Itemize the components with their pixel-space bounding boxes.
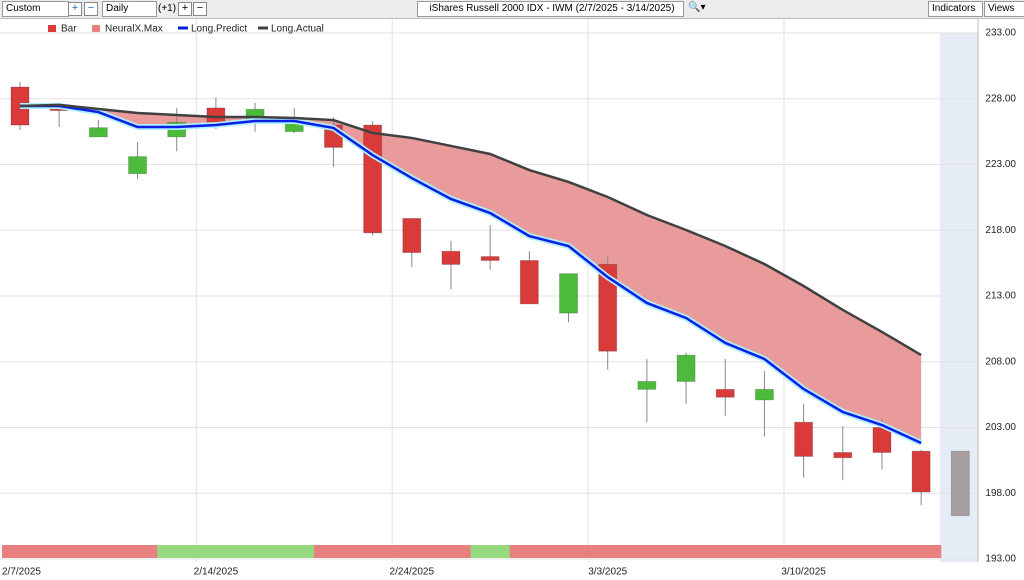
candle-body xyxy=(872,427,892,453)
x-tick-label: 2/7/2025 xyxy=(2,567,41,578)
signal-cell xyxy=(431,545,472,558)
series-line xyxy=(19,103,922,357)
zoom-out[interactable]: − xyxy=(84,2,98,16)
candle-body xyxy=(519,259,539,305)
search-icon[interactable]: 🔍▾ xyxy=(688,2,706,13)
indicators-button[interactable]: Indicators xyxy=(928,1,983,17)
x-tick-label: 3/10/2025 xyxy=(781,567,826,578)
candle-body xyxy=(911,450,931,493)
signal-cell xyxy=(353,545,393,558)
signal-cell xyxy=(588,545,628,558)
candle-body xyxy=(402,217,422,254)
signal-cell xyxy=(705,545,746,558)
signal-cell xyxy=(196,545,236,558)
legend-label: Bar xyxy=(61,24,77,35)
legend-swatch xyxy=(48,25,56,32)
y-tick-label: 223.00 xyxy=(985,159,1016,170)
y-tick-label: 208.00 xyxy=(985,356,1016,367)
legend-label: Long.Predict xyxy=(191,24,247,35)
offset: (+1) xyxy=(158,3,177,14)
candle-body xyxy=(794,421,814,457)
offset-minus[interactable]: − xyxy=(193,2,207,16)
legend-swatch xyxy=(92,25,100,32)
signal-cell xyxy=(157,545,197,558)
period-select[interactable]: Custom xyxy=(2,1,69,17)
signal-cell xyxy=(313,545,354,558)
signal-cell xyxy=(823,545,863,558)
signal-cell xyxy=(509,545,550,558)
zoom-in[interactable]: + xyxy=(68,2,82,16)
legend-label: Long.Actual xyxy=(271,24,324,35)
y-tick-label: 203.00 xyxy=(985,422,1016,433)
y-tick-label: 213.00 xyxy=(985,291,1016,302)
interval-select[interactable]: Daily xyxy=(102,1,157,17)
candle-body xyxy=(128,156,148,175)
signal-cell xyxy=(744,545,785,558)
chart: 193.00 198.00 203.00 208.00 213.00 218.00 223.… xyxy=(0,19,1016,578)
signal-cell xyxy=(548,545,589,558)
x-tick-label: 2/24/2025 xyxy=(390,567,435,578)
candle-body xyxy=(637,380,657,390)
signal-cell xyxy=(666,545,707,558)
candle-body xyxy=(363,124,383,234)
y-tick-label: 218.00 xyxy=(985,225,1016,236)
x-tick-label: 3/3/2025 xyxy=(588,567,627,578)
candle-body xyxy=(598,263,618,352)
spread-area xyxy=(20,104,922,444)
candle-body xyxy=(754,388,774,401)
candle-body xyxy=(559,273,579,314)
candle-body xyxy=(480,256,500,261)
signal-cell xyxy=(274,545,315,558)
x-tick-label: 2/14/2025 xyxy=(194,567,239,578)
y-tick-label: 193.00 xyxy=(985,554,1016,565)
candle-body xyxy=(441,250,461,265)
views-button[interactable]: Views xyxy=(984,1,1024,17)
candle-body xyxy=(676,354,696,382)
signal-cell xyxy=(862,545,903,558)
signal-cell xyxy=(470,545,511,558)
signal-cell xyxy=(2,545,41,558)
series-line xyxy=(20,104,922,445)
y-tick-label: 198.00 xyxy=(985,488,1016,499)
signal-cell xyxy=(627,545,667,558)
symbol-box[interactable]: iShares Russell 2000 IDX - IWM (2/7/2025… xyxy=(417,1,684,17)
signal-cell xyxy=(117,545,158,558)
candle-body xyxy=(950,450,970,517)
y-tick-label: 228.00 xyxy=(985,93,1016,104)
candle-body xyxy=(833,451,853,459)
signal-cell xyxy=(235,545,276,558)
offset-plus[interactable]: + xyxy=(178,2,192,16)
signal-cell xyxy=(901,545,942,558)
signal-cell xyxy=(39,545,80,558)
legend-label: NeuralX.Max xyxy=(105,24,163,35)
signal-cell xyxy=(392,545,432,558)
candle-body xyxy=(88,127,108,138)
signal-cell xyxy=(784,545,824,558)
toolbar: Custom + − Daily (+1) + − iShares Russel… xyxy=(0,0,1024,19)
candle-body xyxy=(715,388,735,398)
y-tick-label: 233.00 xyxy=(985,28,1016,39)
signal-cell xyxy=(78,545,119,558)
